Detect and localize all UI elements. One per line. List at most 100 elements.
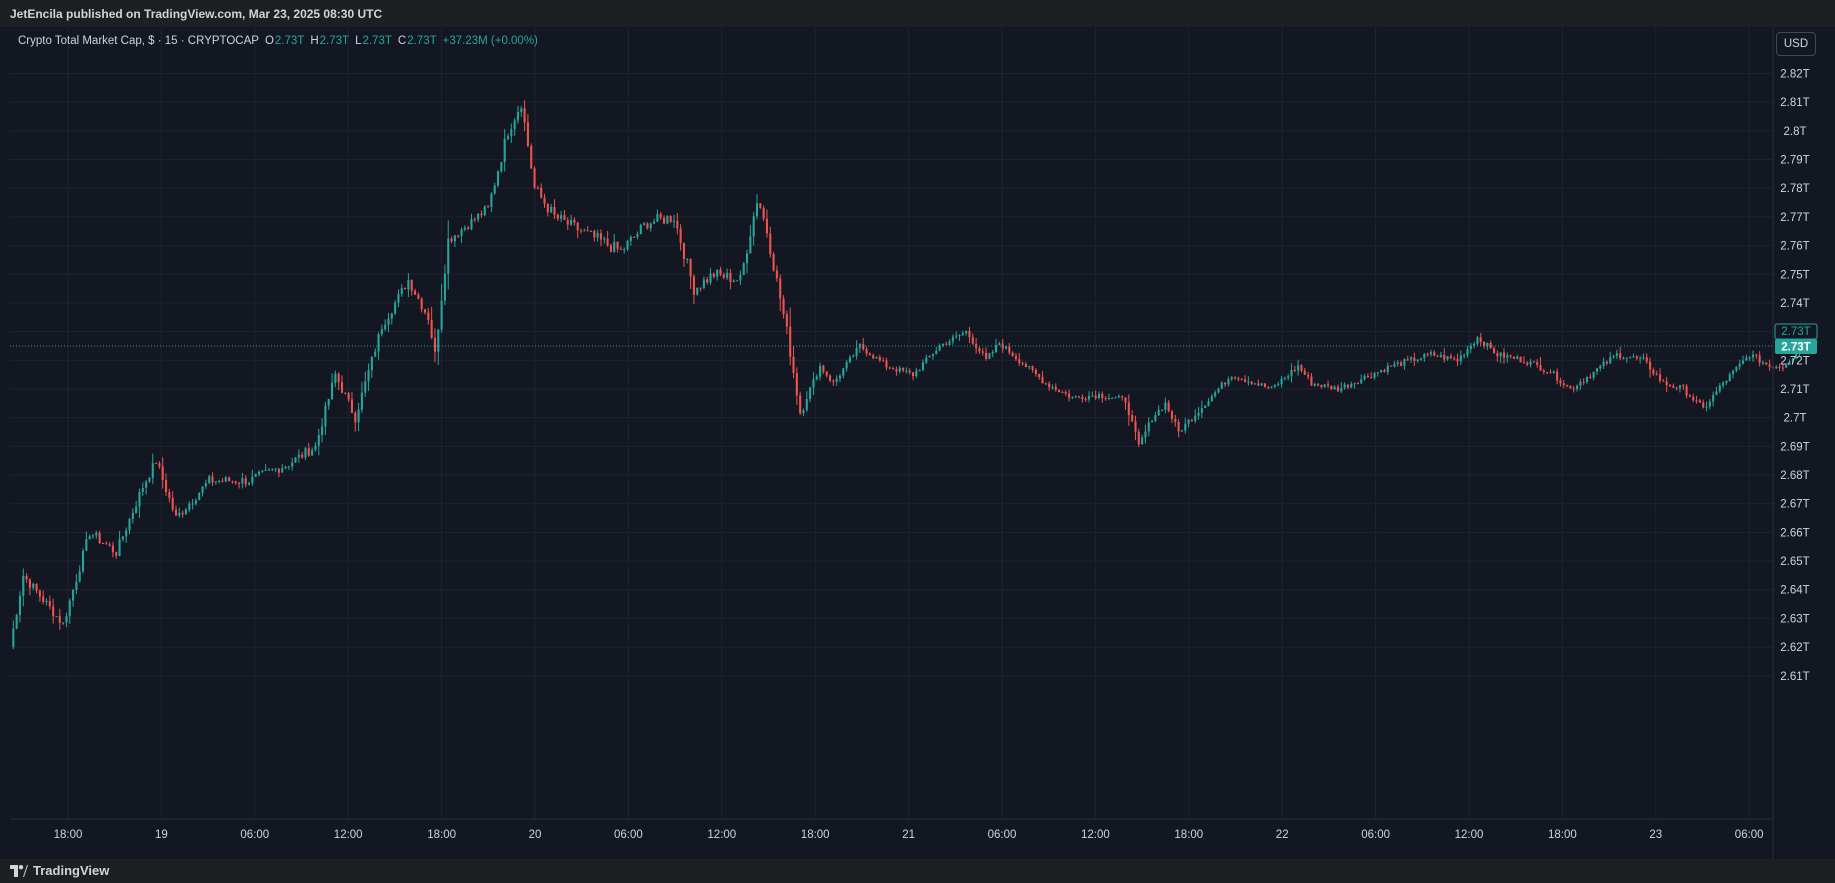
x-tick-label: 18:00: [1174, 829, 1203, 841]
candle-body: [1197, 412, 1200, 416]
candle-body: [15, 615, 18, 629]
candle-body: [925, 357, 928, 363]
candle-body: [1582, 381, 1585, 383]
candle-body: [171, 497, 174, 510]
candle-body: [1741, 360, 1745, 364]
candle-body: [18, 595, 22, 616]
candle-body: [493, 185, 496, 194]
candle-body: [1190, 419, 1193, 421]
candle-body: [852, 356, 855, 358]
candle-body: [158, 463, 161, 467]
candle-body: [1064, 392, 1067, 394]
candlestick-chart[interactable]: 2.82T 2.81T 2.8T 2.79T 2.78T 2.77T 2.76T 2.75T 2…: [0, 27, 1835, 859]
candle-body: [1214, 392, 1217, 397]
candle-body: [1234, 377, 1237, 379]
candle-body: [467, 227, 470, 230]
candle-body: [1791, 358, 1794, 362]
candle-body: [400, 288, 403, 294]
candle-body: [576, 222, 579, 231]
x-tick-label: 21: [902, 829, 915, 841]
candle-body: [1585, 377, 1589, 382]
candle-body: [1154, 415, 1157, 421]
candle-body: [1406, 359, 1409, 361]
candle-body: [921, 362, 925, 370]
candle-body: [1705, 406, 1708, 408]
candle-body: [45, 601, 48, 603]
candles: [12, 100, 1804, 650]
candle-body: [1336, 386, 1340, 392]
candle-body: [1788, 361, 1791, 365]
candle-body: [62, 622, 65, 624]
candle-body: [732, 280, 735, 282]
candle-body: [135, 506, 138, 513]
candle-body: [1390, 365, 1393, 367]
candle-body: [397, 293, 400, 303]
currency-button[interactable]: USD: [1776, 32, 1816, 56]
candle-body: [1765, 362, 1768, 365]
candle-body: [872, 355, 875, 359]
candle-body: [101, 543, 105, 545]
candle-body: [1177, 421, 1180, 432]
chart-frame[interactable]: 2.82T 2.81T 2.8T 2.79T 2.78T 2.77T 2.76T 2.75T 2…: [0, 27, 1835, 859]
candle-body: [1456, 359, 1459, 362]
candle-body: [35, 583, 38, 591]
candle-body: [65, 616, 68, 623]
candle-body: [1453, 358, 1456, 360]
candle-body: [769, 233, 772, 255]
candle-body: [1071, 397, 1074, 399]
candle-body: [1725, 380, 1728, 383]
candle-body: [75, 581, 78, 590]
candle-body: [1552, 371, 1555, 374]
candle-body: [716, 269, 719, 277]
candle-body: [838, 375, 842, 379]
low-value: 2.73T: [362, 35, 392, 47]
candle-body: [1077, 396, 1081, 398]
symbol-legend[interactable]: Crypto Total Market Cap, $ · 15 · CRYPTO…: [18, 35, 538, 47]
candle-body: [1602, 361, 1605, 366]
candle-body: [506, 136, 510, 139]
candle-body: [1310, 376, 1313, 386]
candle-body: [1170, 411, 1174, 419]
candle-body: [1785, 364, 1788, 368]
candle-body: [785, 314, 788, 327]
candle-body: [679, 228, 682, 244]
candle-body: [706, 279, 709, 283]
candle-body: [696, 287, 699, 295]
candle-body: [1685, 386, 1688, 396]
candle-body: [344, 392, 347, 394]
candle-body: [25, 575, 28, 580]
candle-body: [1051, 386, 1054, 388]
candle-body: [951, 336, 954, 342]
tradingview-logo[interactable]: TradingView: [10, 863, 109, 878]
candle-body: [1393, 363, 1396, 367]
candle-body: [374, 351, 377, 357]
candle-body: [1257, 383, 1260, 386]
candle-body: [450, 238, 453, 242]
candle-body: [460, 229, 463, 236]
candle-body: [68, 600, 71, 617]
candle-body: [224, 477, 227, 482]
candle-body: [1141, 437, 1144, 445]
candle-body: [1592, 371, 1595, 378]
candle-body: [1599, 365, 1602, 369]
candle-body: [1217, 388, 1220, 393]
candle-body: [1084, 399, 1087, 401]
candle-body: [1270, 386, 1273, 388]
candle-body: [1004, 346, 1008, 349]
candle-body: [729, 272, 732, 282]
candle-body: [261, 470, 264, 472]
candle-body: [516, 111, 520, 121]
candle-body: [633, 236, 636, 238]
candle-body: [1024, 364, 1027, 368]
candle-body: [1436, 355, 1439, 357]
candle-body: [1559, 380, 1562, 384]
candle-body: [311, 449, 314, 456]
candle-body: [1277, 384, 1280, 386]
candle-body: [1426, 353, 1429, 355]
candle-body: [161, 466, 164, 481]
candle-body: [965, 330, 968, 334]
candle-body: [1473, 343, 1476, 346]
symbol-title[interactable]: Crypto Total Market Cap, $ · 15 · CRYPTO…: [18, 35, 259, 47]
candle-body: [672, 220, 676, 222]
candle-body: [78, 571, 81, 582]
